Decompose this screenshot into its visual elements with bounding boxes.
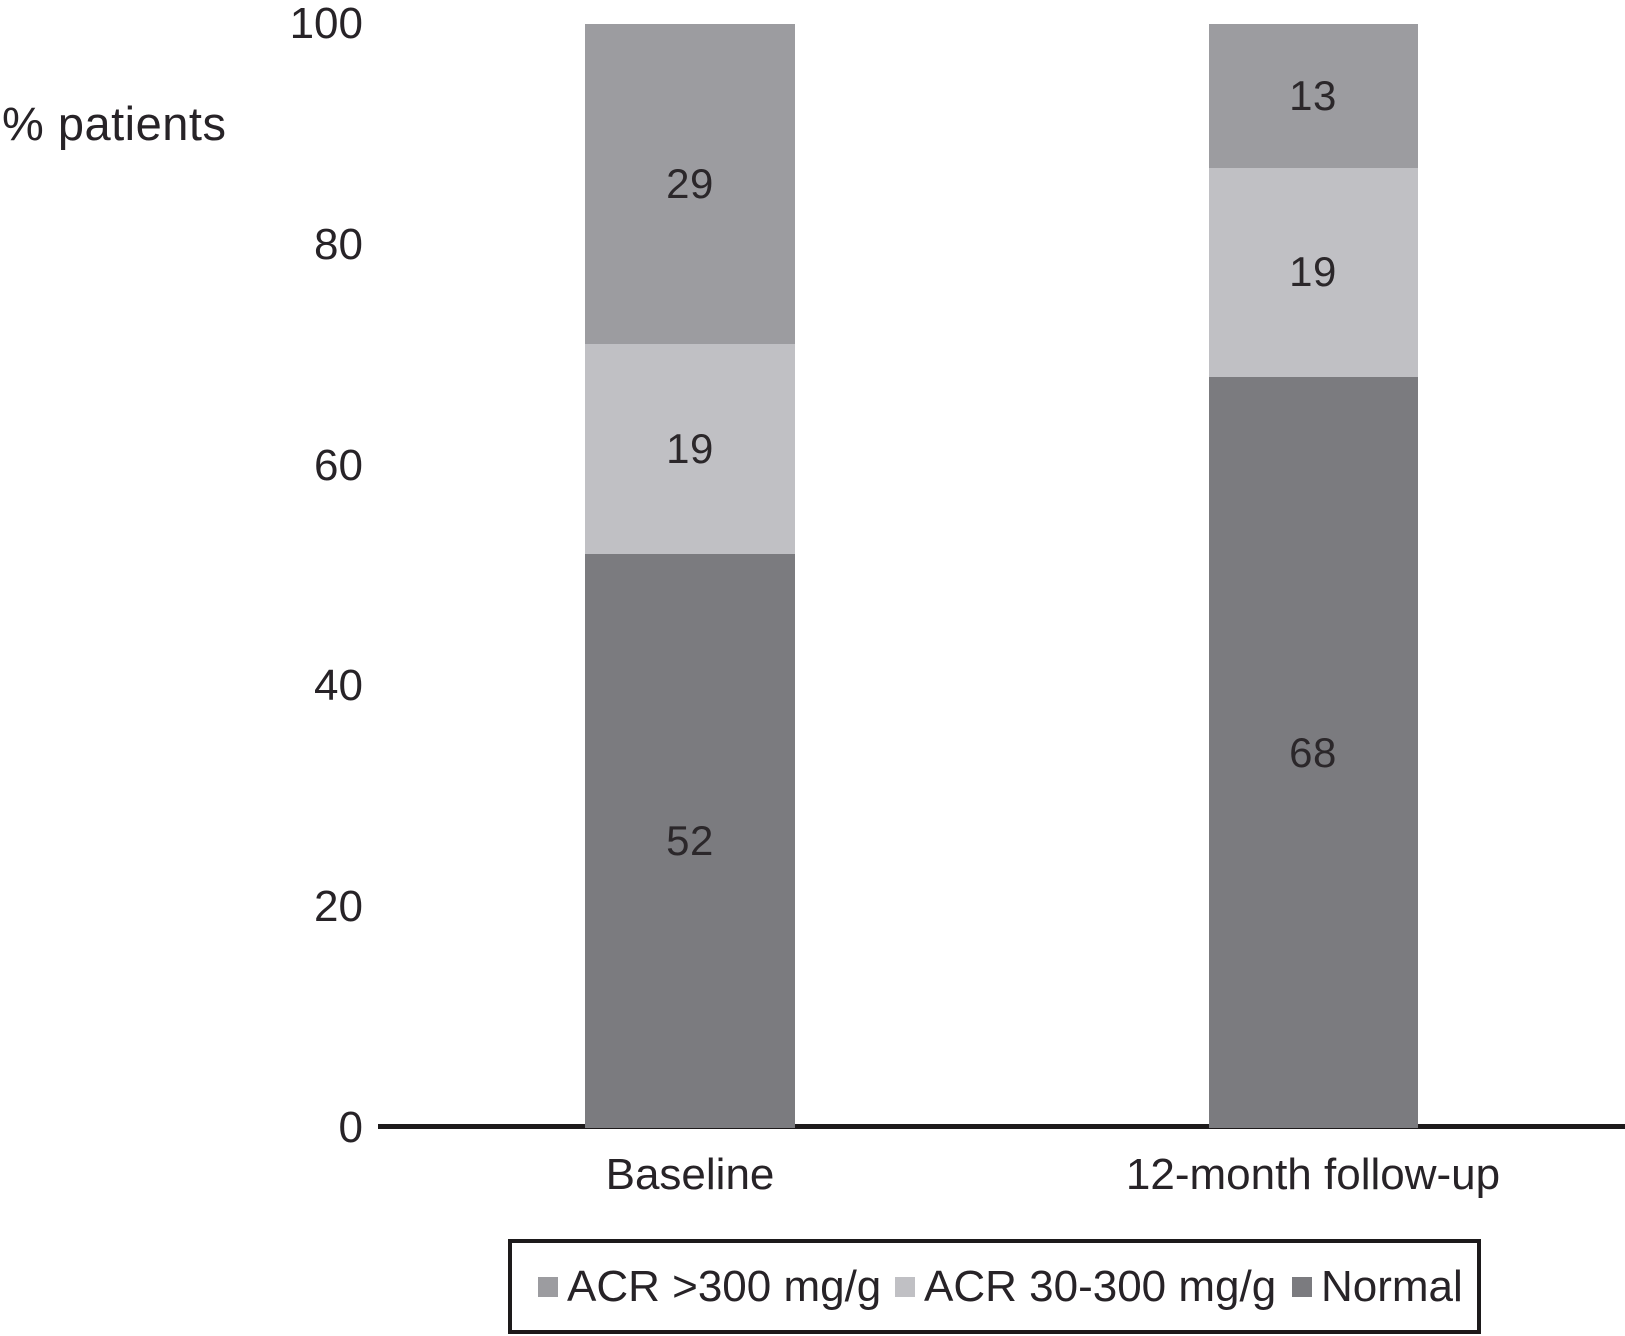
y-tick-label: 100 xyxy=(289,0,363,48)
legend-label: ACR 30-300 mg/g xyxy=(924,1261,1277,1311)
y-axis-title: % patients xyxy=(2,97,227,150)
y-tick-label: 0 xyxy=(338,1103,363,1152)
legend: ACR >300 mg/g ACR 30-300 mg/g Normal xyxy=(508,1239,1481,1334)
x-axis-line xyxy=(378,1124,1625,1129)
segment-value-label: 29 xyxy=(666,160,714,208)
legend-item: ACR 30-300 mg/g xyxy=(895,1262,1276,1312)
bar-segment: 68 xyxy=(1208,377,1418,1128)
bar-segment: 29 xyxy=(585,24,795,345)
segment-value-label: 52 xyxy=(666,816,714,864)
x-category-label: Baseline xyxy=(605,1150,775,1199)
bar-segment: 19 xyxy=(1208,167,1418,378)
segment-value-label: 19 xyxy=(1289,248,1337,296)
stacked-bar-follow-up: 13 19 68 xyxy=(1208,24,1418,1128)
legend-swatch-icon xyxy=(538,1276,558,1297)
segment-value-label: 13 xyxy=(1289,71,1337,119)
legend-label: ACR >300 mg/g xyxy=(567,1261,882,1311)
legend-label: Normal xyxy=(1321,1261,1463,1311)
y-tick-label: 40 xyxy=(314,661,363,711)
y-tick-label: 60 xyxy=(314,440,363,490)
segment-value-label: 68 xyxy=(1289,728,1337,776)
x-category-label: 12-month follow-up xyxy=(1125,1150,1501,1199)
legend-swatch-icon xyxy=(895,1276,915,1297)
legend-swatch-icon xyxy=(1292,1276,1312,1297)
bar-segment: 19 xyxy=(585,344,795,554)
y-tick-label: 80 xyxy=(314,219,363,269)
segment-value-label: 19 xyxy=(666,425,714,473)
legend-item: ACR >300 mg/g xyxy=(538,1262,881,1312)
bar-segment: 52 xyxy=(585,553,795,1128)
stacked-bar-baseline: 29 19 52 xyxy=(585,24,795,1128)
bar-segment: 13 xyxy=(1208,24,1418,168)
legend-item: Normal xyxy=(1292,1262,1463,1312)
y-tick-label: 20 xyxy=(314,882,363,932)
